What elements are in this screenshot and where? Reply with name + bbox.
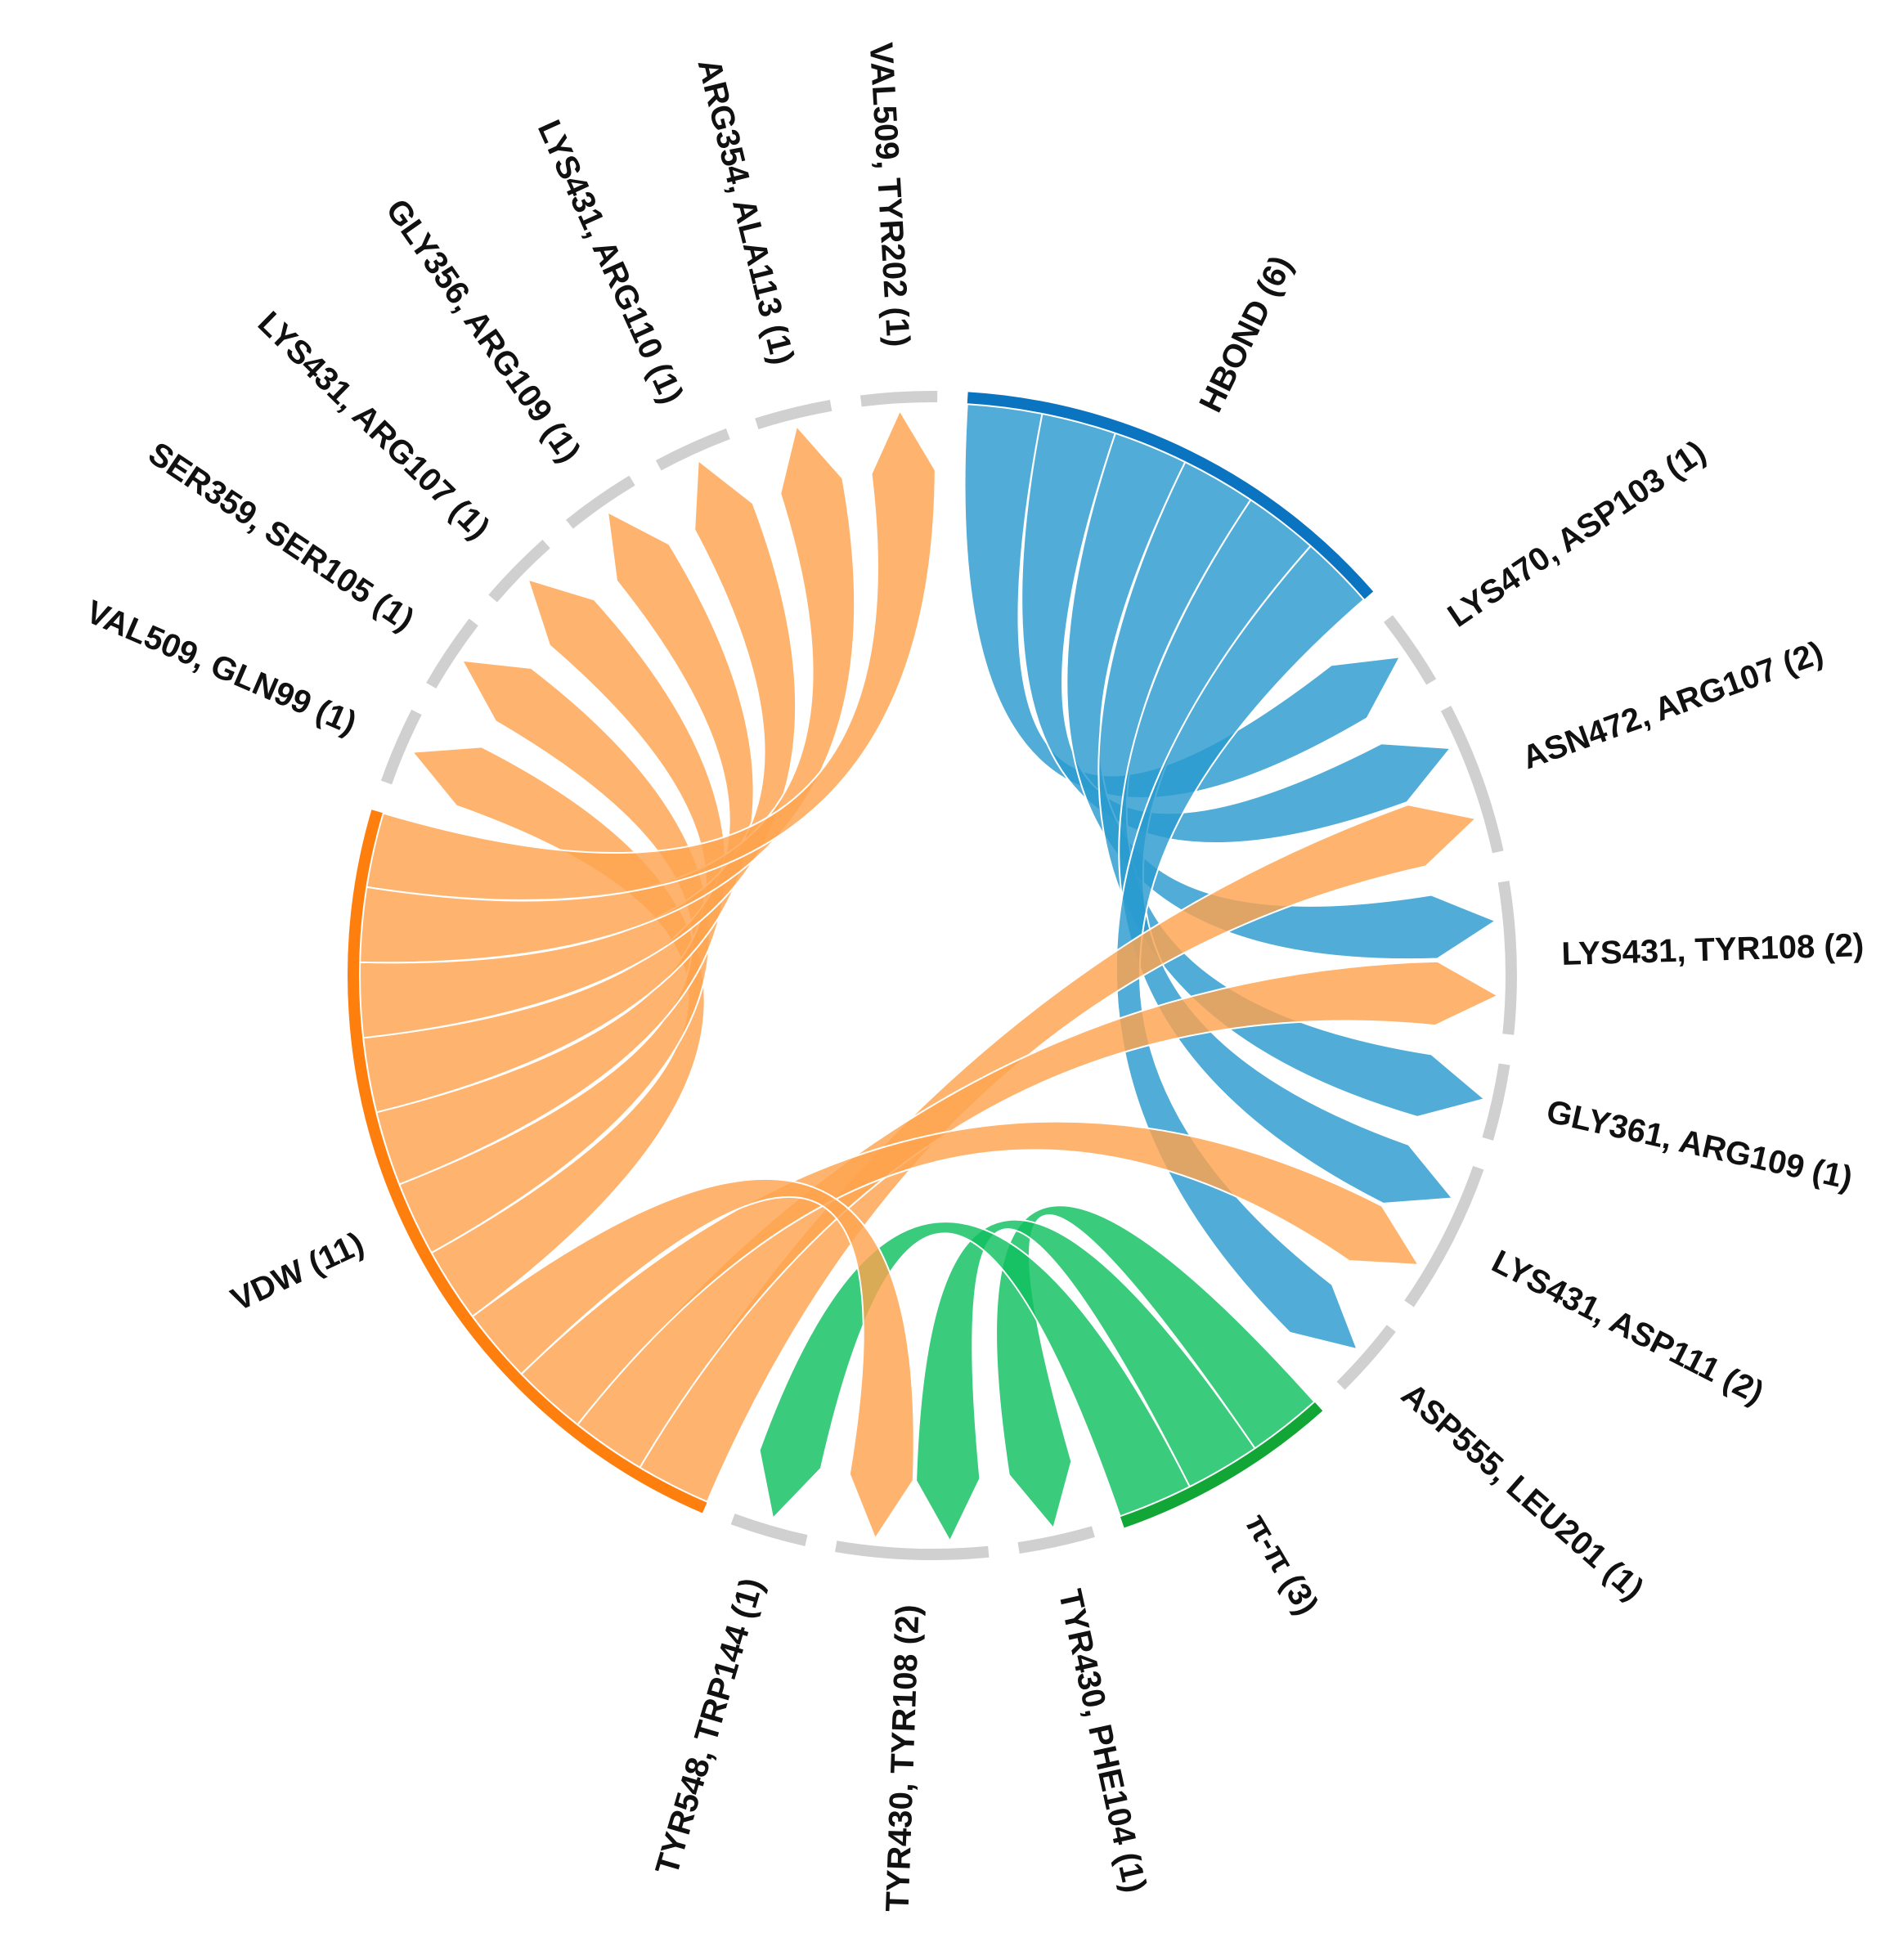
- residue-arc-asn472-arg107-2: [1440, 706, 1504, 854]
- residue-label-lys431-arg110-1: LYS431, ARG110 (1): [531, 114, 690, 409]
- residue-label-lys431-tyr108-2: LYS431, TYR108 (2): [1561, 927, 1865, 972]
- residue-label-asn472-arg107-2: ASN472, ARG107 (2): [1518, 635, 1828, 776]
- residue-label-lys431-asp111-2: LYS431, ASP111 (2): [1486, 1244, 1769, 1411]
- group-label-hbond: HBOND (6): [1192, 250, 1299, 418]
- group-arc-pipi: [1120, 1402, 1323, 1528]
- residue-arc-gly356-arg109-1: [566, 475, 635, 529]
- ribbon-pipi-tyr430-tyr108-2: [915, 1218, 1256, 1543]
- group-arc-hbond: [967, 392, 1374, 599]
- arc-layer: [348, 390, 1517, 1560]
- residue-label-lys431-arg107-1: LYS431, ARG107 (1): [251, 305, 496, 546]
- residue-arc-gly361-arg109-1: [1482, 1063, 1510, 1141]
- group-arc-vdw: [348, 810, 707, 1514]
- residue-arc-lys470-asp103-1: [1383, 615, 1437, 685]
- residue-arc-val509-tyr202-1: [859, 390, 938, 407]
- residue-label-lys470-asp103-1: LYS470, ASP103 (1): [1442, 433, 1712, 634]
- group-label-pipi: π-π (3): [1238, 1508, 1325, 1621]
- residue-label-asp555-leu201-1: ASP555, LEU201 (1): [1394, 1376, 1650, 1608]
- residue-arc-lys431-arg107-1: [488, 539, 550, 603]
- residue-label-gly361-arg109-1: GLY361, ARG109 (1): [1543, 1093, 1856, 1196]
- residue-arc-lys431-arg110-1: [655, 428, 730, 471]
- residue-label-ser359-ser105-1: SER359, SER105 (1): [142, 435, 420, 638]
- ribbon-layer: [359, 403, 1500, 1543]
- residue-label-tyr430-tyr108-2: TYR430, TYR108 (2): [880, 1604, 927, 1913]
- residue-label-val509-gln99-1: VAL509, GLN99 (1): [81, 594, 361, 742]
- residue-label-arg354-ala113-1: ARG354, ALA113 (1): [690, 56, 801, 368]
- ribbon-hbond-lys470-asp103-1: [963, 403, 1402, 799]
- residue-arc-val509-gln99-1: [380, 709, 422, 785]
- residue-arc-lys431-tyr108-2: [1497, 881, 1517, 1035]
- residue-arc-tyr430-phe104-1: [1017, 1526, 1095, 1554]
- ribbon-vdw-val509-tyr202-1: [366, 408, 936, 901]
- residue-label-tyr548-trp144-1: TYR548, TRP144 (1): [649, 1574, 770, 1879]
- residue-label-val509-tyr202-1: VAL509, TYR202 (1): [863, 42, 916, 348]
- residue-label-tyr430-phe104-1: TYR430, PHE104 (1): [1052, 1586, 1153, 1896]
- ribbon-hbond-lys431-tyr108-2: [1066, 432, 1497, 961]
- residue-arc-lys431-asp111-2: [1404, 1165, 1484, 1307]
- residue-arc-tyr430-tyr108-2: [835, 1541, 990, 1560]
- group-label-vdw: VDW (11): [226, 1226, 370, 1319]
- residue-arc-ser359-ser105-1: [426, 618, 478, 689]
- ribbon-vdw-lys431-arg107-1: [375, 578, 727, 1186]
- ribbon-pipi-tyr430-phe104-1: [995, 1204, 1316, 1531]
- residue-arc-asp555-leu201-1: [1336, 1325, 1396, 1390]
- residue-arc-arg354-ala113-1: [755, 400, 833, 429]
- ribbon-vdw-gly356-arg109-1: [362, 510, 755, 1114]
- residue-arc-tyr548-trp144-1: [730, 1514, 808, 1546]
- ribbon-vdw-ser359-ser105-1: [398, 659, 711, 1254]
- ribbon-vdw-tyr430-tyr108-2: [471, 1177, 915, 1541]
- ribbon-hbond-asn472-arg107-2: [1021, 412, 1452, 845]
- ribbon-vdw-lys431-asp111-2: [520, 1120, 1420, 1426]
- residue-label-gly356-arg109-1: GLY356, ARG109 (1): [379, 193, 587, 469]
